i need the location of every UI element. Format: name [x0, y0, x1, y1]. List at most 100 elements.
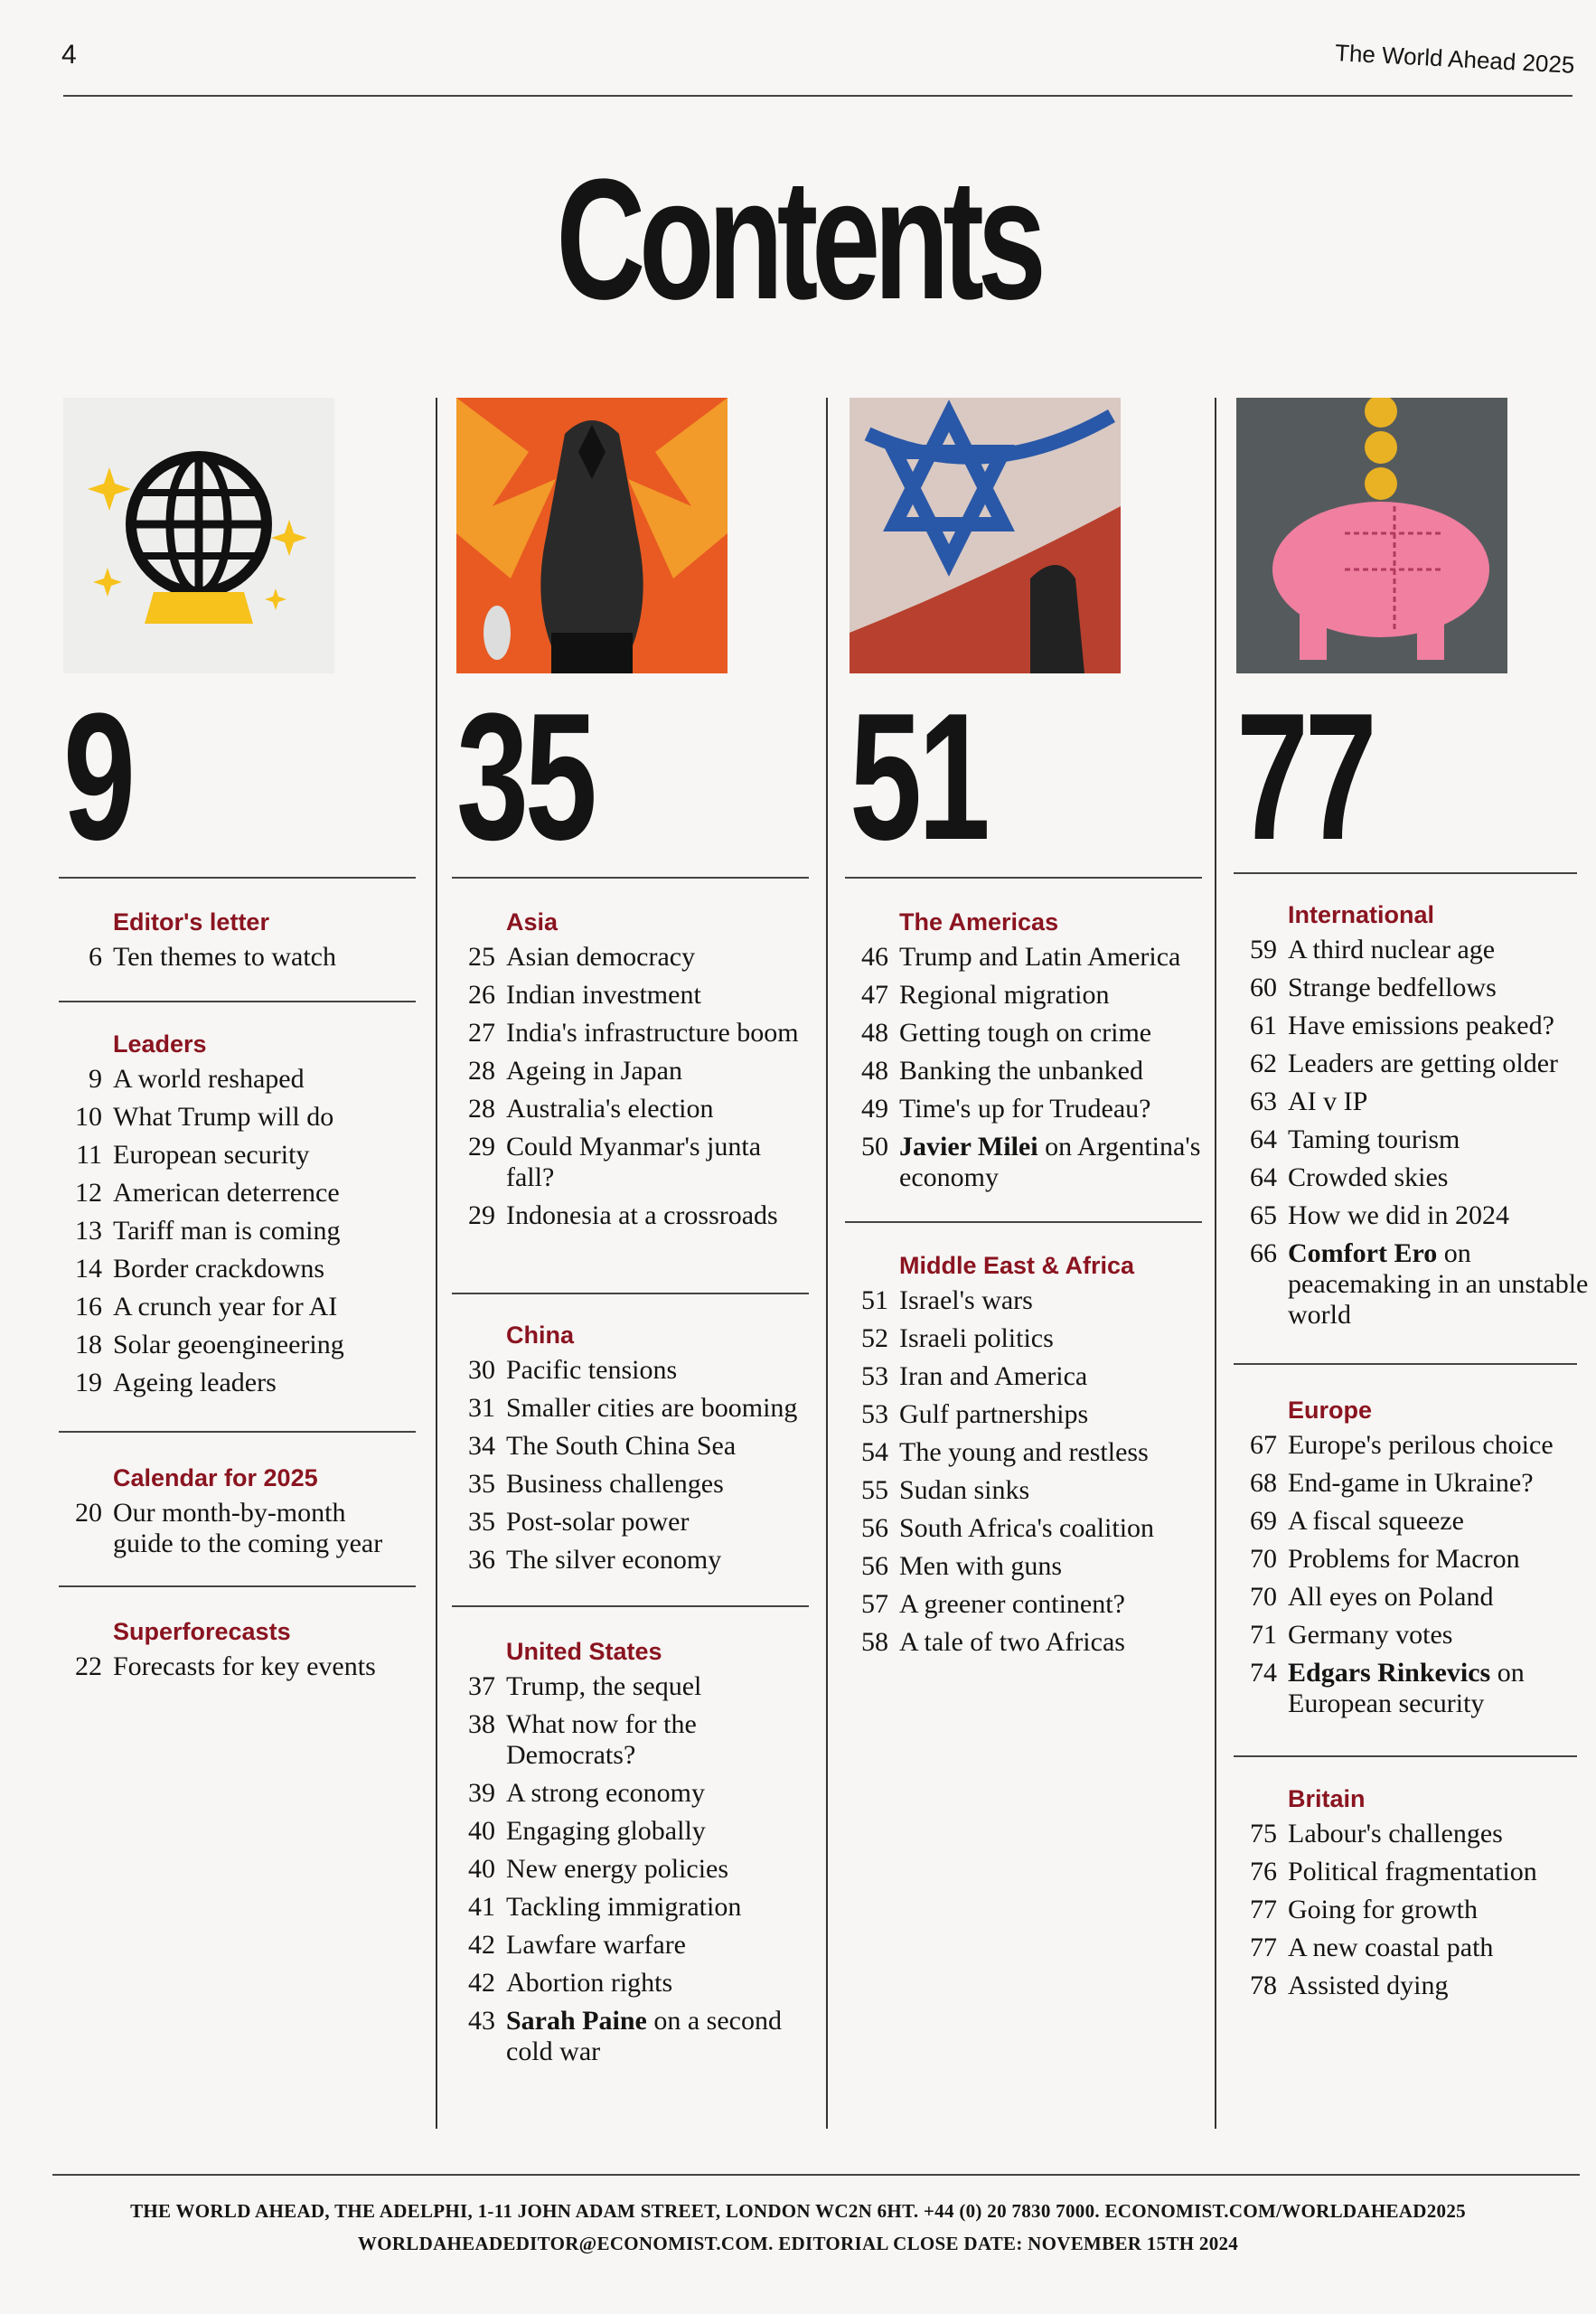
toc-entry[interactable]: 42 Lawfare warfare: [452, 1930, 813, 1961]
toc-entry[interactable]: 74 Edgars Rinkevics on European security: [1234, 1658, 1595, 1719]
toc-entry[interactable]: 31 Smaller cities are booming: [452, 1393, 813, 1424]
toc-entry[interactable]: 67 Europe's perilous choice: [1234, 1430, 1595, 1461]
toc-entry[interactable]: 56 Men with guns: [845, 1551, 1206, 1582]
toc-entry[interactable]: 40 Engaging globally: [452, 1816, 813, 1847]
entry-page-number: 6: [89, 942, 102, 972]
toc-entry[interactable]: 70 Problems for Macron: [1234, 1544, 1595, 1575]
toc-entry[interactable]: 12 American deterrence: [59, 1178, 411, 1209]
toc-entry[interactable]: 61 Have emissions peaked?: [1234, 1011, 1595, 1041]
toc-entry[interactable]: 46 Trump and Latin America: [845, 942, 1206, 973]
toc-entry[interactable]: 37 Trump, the sequel: [452, 1671, 813, 1702]
toc-entry[interactable]: 58 A tale of two Africas: [845, 1627, 1206, 1658]
entry-title: Taming tourism: [1288, 1124, 1460, 1154]
entry-title: Assisted dying: [1288, 1971, 1449, 2000]
entry-title: Solar geoengineering: [113, 1330, 344, 1359]
toc-entry[interactable]: 69 A fiscal squeeze: [1234, 1506, 1595, 1537]
entry-title: Pacific tensions: [506, 1355, 678, 1385]
toc-entry[interactable]: 35 Business challenges: [452, 1469, 813, 1500]
toc-entry[interactable]: 62 Leaders are getting older: [1234, 1049, 1595, 1079]
toc-entry[interactable]: 22 Forecasts for key events: [59, 1651, 411, 1682]
toc-entry[interactable]: 34 The South China Sea: [452, 1431, 813, 1462]
toc-entry[interactable]: 54 The young and restless: [845, 1437, 1206, 1468]
toc-entry[interactable]: 28 Australia's election: [452, 1094, 813, 1124]
entry-title-block: Tariff man is coming: [113, 1216, 411, 1246]
entry-page-number: 20: [75, 1498, 102, 1528]
toc-entry[interactable]: 60 Strange bedfellows: [1234, 973, 1595, 1003]
section-rule: [59, 1585, 416, 1587]
entry-title: Forecasts for key events: [113, 1651, 376, 1681]
toc-entry[interactable]: 11 European security: [59, 1140, 411, 1171]
toc-entry[interactable]: 10 What Trump will do: [59, 1102, 411, 1133]
section-heading: Asia: [506, 908, 559, 936]
globe-crystal-ball-icon: [63, 398, 334, 673]
toc-entry[interactable]: 41 Tackling immigration: [452, 1892, 813, 1923]
toc-entry[interactable]: 42 Abortion rights: [452, 1968, 813, 1999]
toc-entry[interactable]: 53 Iran and America: [845, 1361, 1206, 1392]
toc-entry[interactable]: 16 A crunch year for AI: [59, 1292, 411, 1322]
toc-entry[interactable]: 57 A greener continent?: [845, 1589, 1206, 1620]
toc-entry[interactable]: 56 South Africa's coalition: [845, 1513, 1206, 1544]
toc-entry[interactable]: 78 Assisted dying: [1234, 1971, 1595, 2001]
toc-entry[interactable]: 29 Indonesia at a crossroads: [452, 1200, 813, 1231]
toc-entry[interactable]: 77 Going for growth: [1234, 1895, 1595, 1925]
entry-page-number: 38: [468, 1709, 495, 1739]
entry-page-number: 43: [468, 2006, 495, 2036]
entry-title-block: A crunch year for AI: [113, 1292, 411, 1322]
toc-entry[interactable]: 70 All eyes on Poland: [1234, 1582, 1595, 1613]
toc-entry[interactable]: 75 Labour's challenges: [1234, 1819, 1595, 1849]
toc-entry[interactable]: 63 AI v IP: [1234, 1086, 1595, 1117]
toc-entry[interactable]: 26 Indian investment: [452, 980, 813, 1011]
toc-entry[interactable]: 18 Solar geoengineering: [59, 1330, 411, 1360]
bottom-rule: [52, 2174, 1580, 2176]
toc-entry[interactable]: 19 Ageing leaders: [59, 1368, 411, 1398]
toc-entry[interactable]: 28 Ageing in Japan: [452, 1056, 813, 1086]
toc-entry[interactable]: 48 Banking the unbanked: [845, 1056, 1206, 1086]
toc-entry[interactable]: 59 A third nuclear age: [1234, 935, 1595, 965]
toc-entry[interactable]: 43 Sarah Paine on a second cold war: [452, 2006, 813, 2067]
toc-entry[interactable]: 40 New energy policies: [452, 1854, 813, 1885]
entry-page-number: 56: [861, 1513, 888, 1543]
toc-entry[interactable]: 76 Political fragmentation: [1234, 1857, 1595, 1887]
toc-entry[interactable]: 47 Regional migration: [845, 980, 1206, 1011]
toc-entry[interactable]: 71 Germany votes: [1234, 1620, 1595, 1651]
toc-entry[interactable]: 55 Sudan sinks: [845, 1475, 1206, 1506]
toc-entry[interactable]: 50 Javier Milei on Argentina's economy: [845, 1132, 1206, 1193]
entry-page-number: 49: [861, 1094, 888, 1124]
toc-entry[interactable]: 53 Gulf partnerships: [845, 1399, 1206, 1430]
entry-title-block: Trump and Latin America: [899, 942, 1206, 973]
entry-title: A greener continent?: [899, 1589, 1125, 1619]
section-rule: [59, 877, 416, 879]
toc-entry[interactable]: 66 Comfort Ero on peacemaking in an unsta…: [1234, 1238, 1595, 1331]
toc-entry[interactable]: 25 Asian democracy: [452, 942, 813, 973]
toc-entry[interactable]: 6 Ten themes to watch: [59, 942, 411, 973]
toc-entry[interactable]: 27 India's infrastructure boom: [452, 1018, 813, 1049]
toc-entry[interactable]: 14 Border crackdowns: [59, 1254, 411, 1284]
toc-entry[interactable]: 9 A world reshaped: [59, 1064, 411, 1095]
toc-entry[interactable]: 64 Crowded skies: [1234, 1162, 1595, 1193]
toc-entry[interactable]: 13 Tariff man is coming: [59, 1216, 411, 1246]
toc-entry[interactable]: 51 Israel's wars: [845, 1285, 1206, 1316]
toc-entry[interactable]: 30 Pacific tensions: [452, 1355, 813, 1386]
entry-page-number: 27: [468, 1018, 495, 1048]
toc-entry[interactable]: 20 Our month-by-month guide to the coming…: [59, 1498, 411, 1559]
entry-title: Trump and Latin America: [899, 942, 1181, 972]
entry-title: Labour's challenges: [1288, 1819, 1503, 1848]
toc-entry[interactable]: 48 Getting tough on crime: [845, 1018, 1206, 1049]
toc-entry[interactable]: 65 How we did in 2024: [1234, 1200, 1595, 1231]
section-heading: Superforecasts: [113, 1618, 291, 1645]
toc-entry[interactable]: 64 Taming tourism: [1234, 1124, 1595, 1155]
entry-title: on European security: [1288, 1658, 1525, 1718]
entry-title-block: Javier Milei on Argentina's economy: [899, 1132, 1206, 1193]
toc-entry[interactable]: 49 Time's up for Trudeau?: [845, 1094, 1206, 1124]
toc-entry[interactable]: 35 Post-solar power: [452, 1507, 813, 1538]
toc-entry[interactable]: 29 Could Myanmar's junta fall?: [452, 1132, 813, 1193]
page-title: Contents: [556, 144, 1046, 335]
toc-entry[interactable]: 52 Israeli politics: [845, 1323, 1206, 1354]
entry-page-number: 42: [468, 1930, 495, 1960]
toc-entry[interactable]: 38 What now for the Democrats?: [452, 1709, 813, 1771]
toc-entry[interactable]: 77 A new coastal path: [1234, 1933, 1595, 1963]
toc-entry[interactable]: 39 A strong economy: [452, 1778, 813, 1809]
toc-entry[interactable]: 68 End-game in Ukraine?: [1234, 1468, 1595, 1499]
toc-entry[interactable]: 36 The silver economy: [452, 1545, 813, 1576]
entry-title: AI v IP: [1288, 1086, 1368, 1116]
